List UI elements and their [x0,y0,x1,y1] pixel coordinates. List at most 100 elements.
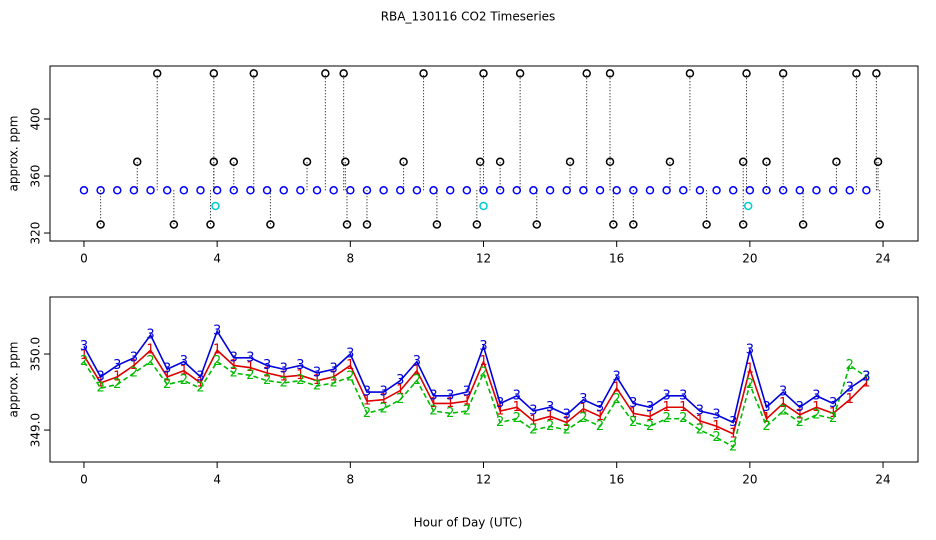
point-marker: 2 [213,354,221,369]
chart-title: RBA_130116 CO2 Timeseries [381,10,556,24]
point-marker: 1 [846,392,854,407]
point-marker: 3 [363,385,371,400]
x-tick-label: 24 [875,473,890,487]
x-tick-label: 4 [213,252,221,266]
point-marker: 1 [513,400,521,415]
series-line [83,348,867,435]
point [475,157,485,167]
point [321,69,330,78]
point-marker: 3 [346,347,354,362]
point-marker: 2 [529,423,537,438]
point [629,220,638,229]
point-marker: 3 [246,350,254,365]
point [412,186,422,195]
point [702,220,711,229]
point [662,186,671,195]
point-marker: 1 [729,426,737,441]
point-marker: 3 [313,366,321,381]
point-marker: 1 [529,413,537,428]
point-marker: 2 [546,419,554,434]
point [132,157,142,167]
y-tick-label: 400 [29,108,43,131]
y-tick-label: 349.0 [29,413,43,447]
x-tick-label: 16 [609,473,624,487]
point-marker: 3 [696,404,704,419]
point-marker: 2 [596,419,604,434]
point-marker: 1 [379,392,387,407]
point-marker: 2 [496,415,504,430]
point-marker: 2 [629,415,637,430]
point-marker: 2 [829,411,837,426]
point-marker: 2 [563,423,571,438]
point-marker: 3 [662,388,670,403]
point-marker: 2 [180,373,188,388]
x-tick-label: 20 [742,252,757,266]
point [515,69,525,78]
point [529,186,538,195]
point-marker: 3 [296,358,304,373]
x-tick-label: 12 [476,473,491,487]
point-marker: 3 [646,400,654,415]
point [872,69,881,78]
point [605,69,615,78]
point [146,186,155,195]
point-marker: 3 [280,362,288,377]
point-marker: 2 [796,415,804,430]
point-marker: 1 [563,415,571,430]
point-marker: 2 [429,404,437,419]
point-marker: 1 [280,369,288,384]
x-tick-label: 20 [742,473,757,487]
point-marker: 3 [746,343,754,358]
point-marker: 3 [429,388,437,403]
point-marker: 1 [96,375,104,390]
point [211,201,220,211]
point [728,186,738,195]
point-marker: 1 [746,362,754,377]
point-marker: 1 [163,369,171,384]
point-marker: 2 [729,439,737,454]
point-marker: 1 [313,373,321,388]
point [249,69,259,78]
point-marker: 3 [146,328,154,343]
point [845,186,854,195]
point [296,186,305,195]
point-marker: 2 [396,392,404,407]
point [262,186,272,195]
point-marker: 2 [163,377,171,392]
point [875,220,884,229]
point-marker: 2 [513,411,521,426]
point-marker: 1 [296,368,304,383]
point-marker: 3 [163,362,171,377]
point-marker: 2 [613,392,621,407]
point [419,69,428,78]
point-marker: 1 [579,401,587,416]
point-marker: 1 [130,358,138,373]
point [795,186,805,195]
point [96,220,105,229]
point-marker: 3 [263,358,271,373]
point-marker: 1 [196,375,204,390]
point-marker: 3 [829,396,837,411]
point-marker: 3 [712,407,720,422]
point [79,186,89,195]
point-marker: 3 [180,354,188,369]
point [812,186,821,195]
point [246,186,255,195]
point-marker: 2 [646,419,654,434]
point-marker: 3 [529,404,537,419]
point-marker: 1 [496,404,504,419]
point [479,201,488,211]
point [429,186,438,195]
point-marker: 3 [496,396,504,411]
point [562,186,571,195]
point [685,69,695,78]
point-marker: 2 [846,358,854,373]
point [206,220,215,229]
point [579,186,588,195]
point-marker: 1 [80,348,88,363]
point-marker: 1 [146,343,154,358]
point-marker: 3 [113,358,121,373]
point-marker: 1 [346,358,354,373]
point-marker: 3 [812,388,820,403]
point-marker: 3 [230,350,238,365]
